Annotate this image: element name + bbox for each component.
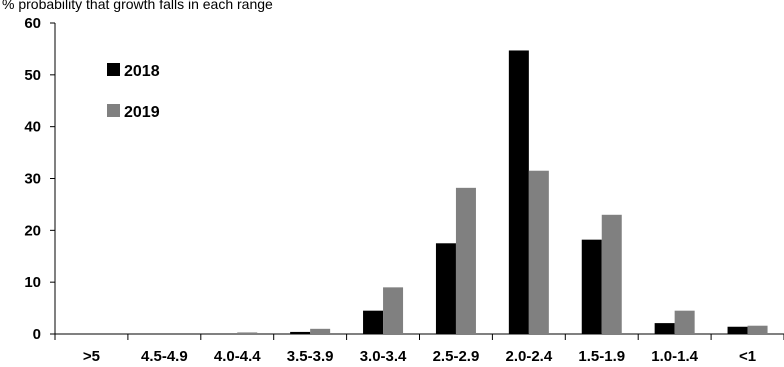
legend-label-2019: 2019 — [124, 104, 160, 121]
x-tick-label: <1 — [739, 348, 756, 365]
x-tick-label: 3.5-3.9 — [287, 348, 334, 365]
bar-2018-5 — [435, 243, 456, 334]
y-tick-label: 40 — [24, 119, 41, 136]
bar-2018-3 — [290, 331, 311, 334]
legend-swatch-2019 — [107, 104, 120, 117]
y-tick-label: 60 — [24, 15, 41, 32]
bar-2019-3 — [310, 328, 331, 334]
x-tick-label: 4.5-4.9 — [141, 348, 188, 365]
bar-2019-4 — [383, 287, 404, 334]
x-tick-label: 2.0-2.4 — [505, 348, 552, 365]
legend-swatch-2018 — [107, 63, 120, 76]
x-tick-label: 3.0-3.4 — [360, 348, 407, 365]
x-tick-label: >5 — [83, 348, 100, 365]
bar-2019-2 — [237, 332, 258, 334]
legend-label-2018: 2018 — [124, 63, 160, 80]
bar-2018-9 — [727, 326, 748, 334]
bar-2019-7 — [601, 214, 622, 334]
y-tick-label: 30 — [24, 171, 41, 188]
bar-2018-6 — [508, 50, 529, 334]
x-tick-label: 1.0-1.4 — [651, 348, 698, 365]
bar-2018-7 — [581, 239, 602, 334]
bar-2019-5 — [455, 187, 476, 334]
y-tick-label: 0 — [33, 326, 41, 343]
y-tick-label: 20 — [24, 222, 41, 239]
y-tick-label: 50 — [24, 67, 41, 84]
bar-2019-9 — [747, 325, 768, 334]
bar-2019-6 — [528, 170, 549, 334]
x-tick-label: 2.5-2.9 — [433, 348, 480, 365]
chart-subtitle: % probability that growth falls in each … — [2, 0, 273, 12]
x-tick-label: 1.5-1.9 — [578, 348, 625, 365]
x-tick-label: 4.0-4.4 — [214, 348, 261, 365]
bar-2018-8 — [654, 323, 675, 334]
y-tick-label: 10 — [24, 274, 41, 291]
bar-2018-4 — [363, 310, 384, 334]
bar-2019-8 — [674, 310, 695, 334]
